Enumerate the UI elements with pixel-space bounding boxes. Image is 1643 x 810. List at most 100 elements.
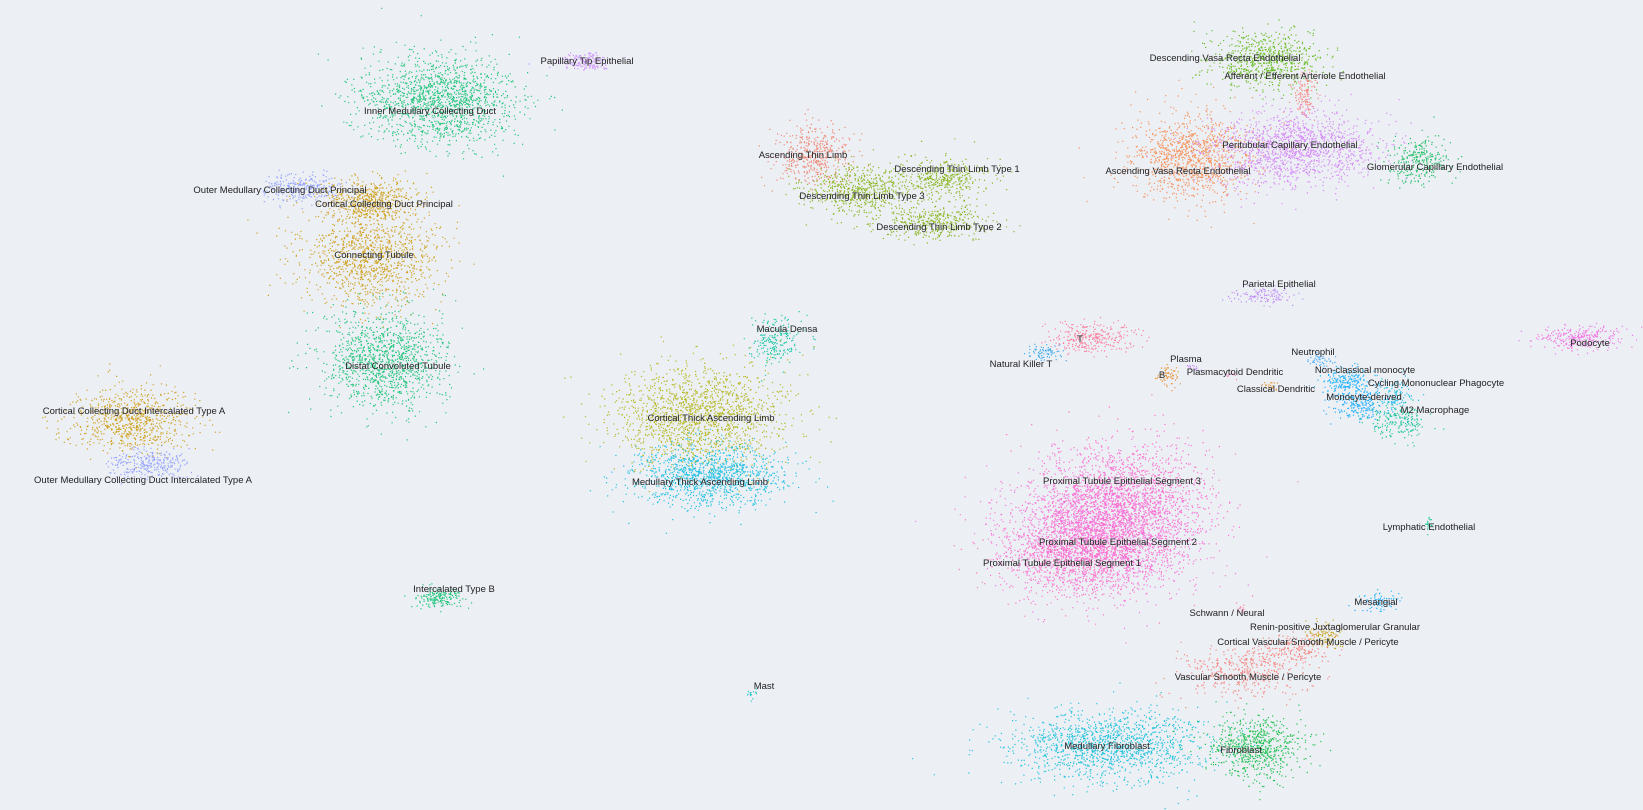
cluster-points [1261, 382, 1278, 391]
cluster-label: Proximal Tubule Epithelial Segment 1 [983, 558, 1141, 569]
cluster-label: Plasma [1170, 354, 1202, 365]
cluster-points [758, 108, 869, 196]
cluster-label: Schwann / Neural [1190, 608, 1265, 619]
cluster-points [876, 138, 1013, 209]
cluster-ascending-vasa-recta-endothelial [1078, 79, 1292, 228]
cluster-label: Distal Convoluted Tubule [345, 361, 451, 372]
cluster-medullary-thick-ascending-limb [589, 428, 834, 534]
cluster-label: Non-classical monocyte [1315, 365, 1415, 376]
cluster-label: B [1159, 370, 1165, 381]
cluster-points [1235, 602, 1245, 613]
cluster-label: Intercalated Type B [413, 584, 495, 595]
cluster-label: Descending Thin Limb Type 2 [876, 222, 1001, 233]
cluster-points [1242, 627, 1343, 671]
cluster-outer-medullary-collecting-duct-intercalated-type-a [105, 445, 199, 485]
cluster-label: Proximal Tubule Epithelial Segment 3 [1043, 476, 1201, 487]
cluster-points [911, 682, 1269, 810]
cluster-label: Papillary Tip Epithelial [541, 56, 634, 67]
cluster-label: Descending Vasa Recta Endothelial [1150, 53, 1301, 64]
cluster-macula-densa [743, 311, 816, 382]
cluster-label: Cortical Thick Ascending Limb [647, 413, 774, 424]
cluster-points [1377, 116, 1463, 189]
cluster-descending-thin-limb-type-1 [876, 138, 1013, 209]
cluster-label: Mesangial [1354, 597, 1397, 608]
cluster-label: Classical Dendritic [1237, 384, 1315, 395]
cluster-label: Cycling Mononuclear Phagocyte [1368, 378, 1504, 389]
cluster-label: Podocyte [1570, 338, 1610, 349]
cluster-label: Ascending Vasa Recta Endothelial [1105, 166, 1250, 177]
cluster-points [288, 288, 485, 441]
cluster-label: Mast [754, 681, 775, 692]
cluster-label: Peritubular Capillary Endothelial [1222, 140, 1357, 151]
cluster-schwann-neural [1235, 602, 1245, 613]
cluster-descending-vasa-recta-endothelial [1185, 19, 1344, 100]
cluster-label: Inner Medullary Collecting Duct [364, 106, 496, 117]
cluster-label: Proximal Tubule Epithelial Segment 2 [1039, 537, 1197, 548]
cluster-points [1286, 618, 1353, 650]
cluster-non-classical-monocyte [1305, 361, 1380, 401]
cluster-ascending-thin-limb [758, 108, 869, 196]
cluster-parietal-epithelial [1222, 284, 1304, 308]
cluster-points [105, 445, 199, 485]
cluster-label: M2 Macrophage [1401, 405, 1470, 416]
cluster-label: Plasmacytoid Dendritic [1187, 367, 1284, 378]
cluster-label: Cortical Vascular Smooth Muscle / Pericy… [1217, 637, 1398, 648]
cluster-points [1186, 364, 1202, 372]
cluster-classical-dendritic [1261, 382, 1278, 391]
cluster-label: Monocyte-derived [1326, 392, 1402, 403]
cluster-points [1225, 373, 1238, 381]
cluster-points [317, 7, 563, 177]
cluster-label: Parietal Epithelial [1242, 279, 1315, 290]
cluster-label: Vascular Smooth Muscle / Pericyte [1175, 672, 1322, 683]
cluster-points [743, 311, 816, 382]
cluster-plasma [1186, 364, 1202, 372]
cluster-points [1041, 317, 1150, 358]
cluster-label: Outer Medullary Collecting Duct Principa… [193, 185, 366, 196]
cluster-points [589, 428, 834, 534]
scatter-points-layer [42, 7, 1643, 810]
cluster-points [1518, 322, 1643, 356]
cluster-distal-convoluted-tubule [288, 288, 485, 441]
cluster-peritubular-capillary-endothelial [1146, 93, 1413, 210]
cluster-points [528, 52, 625, 71]
cluster-points [1078, 79, 1292, 228]
cluster-papillary-tip-epithelial [528, 52, 625, 71]
cluster-b [1154, 364, 1181, 392]
cluster-label: Connecting Tubule [334, 250, 413, 261]
cluster-cortical-collecting-duct-intercalated-type-a [42, 363, 221, 469]
cluster-label: Cortical Collecting Duct Intercalated Ty… [43, 406, 226, 417]
cluster-points [1154, 364, 1181, 392]
cluster-label: Medullary Fibroblast [1064, 741, 1150, 752]
cluster-points [785, 149, 941, 228]
cluster-t [1041, 317, 1150, 358]
cluster-points [1425, 516, 1435, 536]
cluster-label: Glomerular Capillary Endothelial [1367, 162, 1503, 173]
cluster-label: Ascending Thin Limb [759, 150, 848, 161]
cluster-points [1146, 93, 1413, 210]
cluster-label: Medullary Thick Ascending Limb [632, 477, 768, 488]
cluster-label: Afferent / Efferent Arteriole Endothelia… [1224, 71, 1385, 82]
cluster-label: Neutrophil [1291, 347, 1334, 358]
cluster-label: Macula Densa [757, 324, 818, 335]
cluster-renin-positive-juxtaglomerular-granular [1286, 618, 1353, 650]
cluster-descending-thin-limb-type-3 [785, 149, 941, 228]
cluster-labels-layer: Papillary Tip Epithelial Inner Medullary … [34, 53, 1611, 757]
cluster-cortical-collecting-duct-principal [293, 171, 459, 231]
cluster-points [42, 363, 221, 469]
cluster-label: T [1077, 334, 1083, 345]
cluster-points [1185, 19, 1344, 100]
cluster-label: Natural Killer T [990, 359, 1053, 370]
cluster-points [293, 171, 459, 231]
cluster-points [1323, 381, 1409, 428]
cluster-label: Outer Medullary Collecting Duct Intercal… [34, 475, 253, 486]
cluster-monocyte-derived [1323, 381, 1409, 428]
cluster-inner-medullary-collecting-duct [317, 7, 563, 177]
cluster-cortical-vascular-smooth-muscle-pericyte [1242, 627, 1343, 671]
cluster-label: Descending Thin Limb Type 3 [799, 191, 924, 202]
cluster-label: Descending Thin Limb Type 1 [894, 164, 1019, 175]
cluster-glomerular-capillary-endothelial [1377, 116, 1463, 189]
cluster-podocyte [1518, 322, 1643, 356]
cluster-medullary-fibroblast [911, 682, 1269, 810]
cluster-lymphatic-endothelial [1425, 516, 1435, 536]
